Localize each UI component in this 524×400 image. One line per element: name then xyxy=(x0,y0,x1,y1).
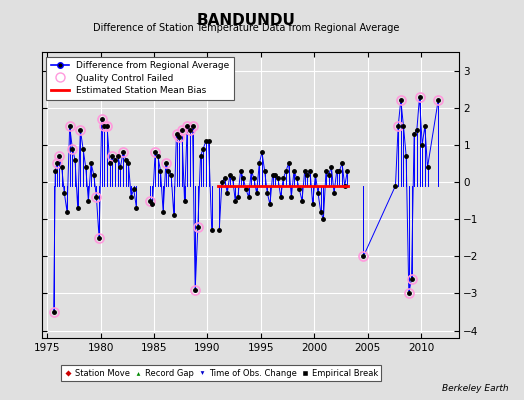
Text: BANDUNDU: BANDUNDU xyxy=(197,13,296,28)
Text: Difference of Station Temperature Data from Regional Average: Difference of Station Temperature Data f… xyxy=(93,23,399,33)
Legend: Station Move, Record Gap, Time of Obs. Change, Empirical Break: Station Move, Record Gap, Time of Obs. C… xyxy=(61,365,381,381)
Text: Berkeley Earth: Berkeley Earth xyxy=(442,384,508,393)
